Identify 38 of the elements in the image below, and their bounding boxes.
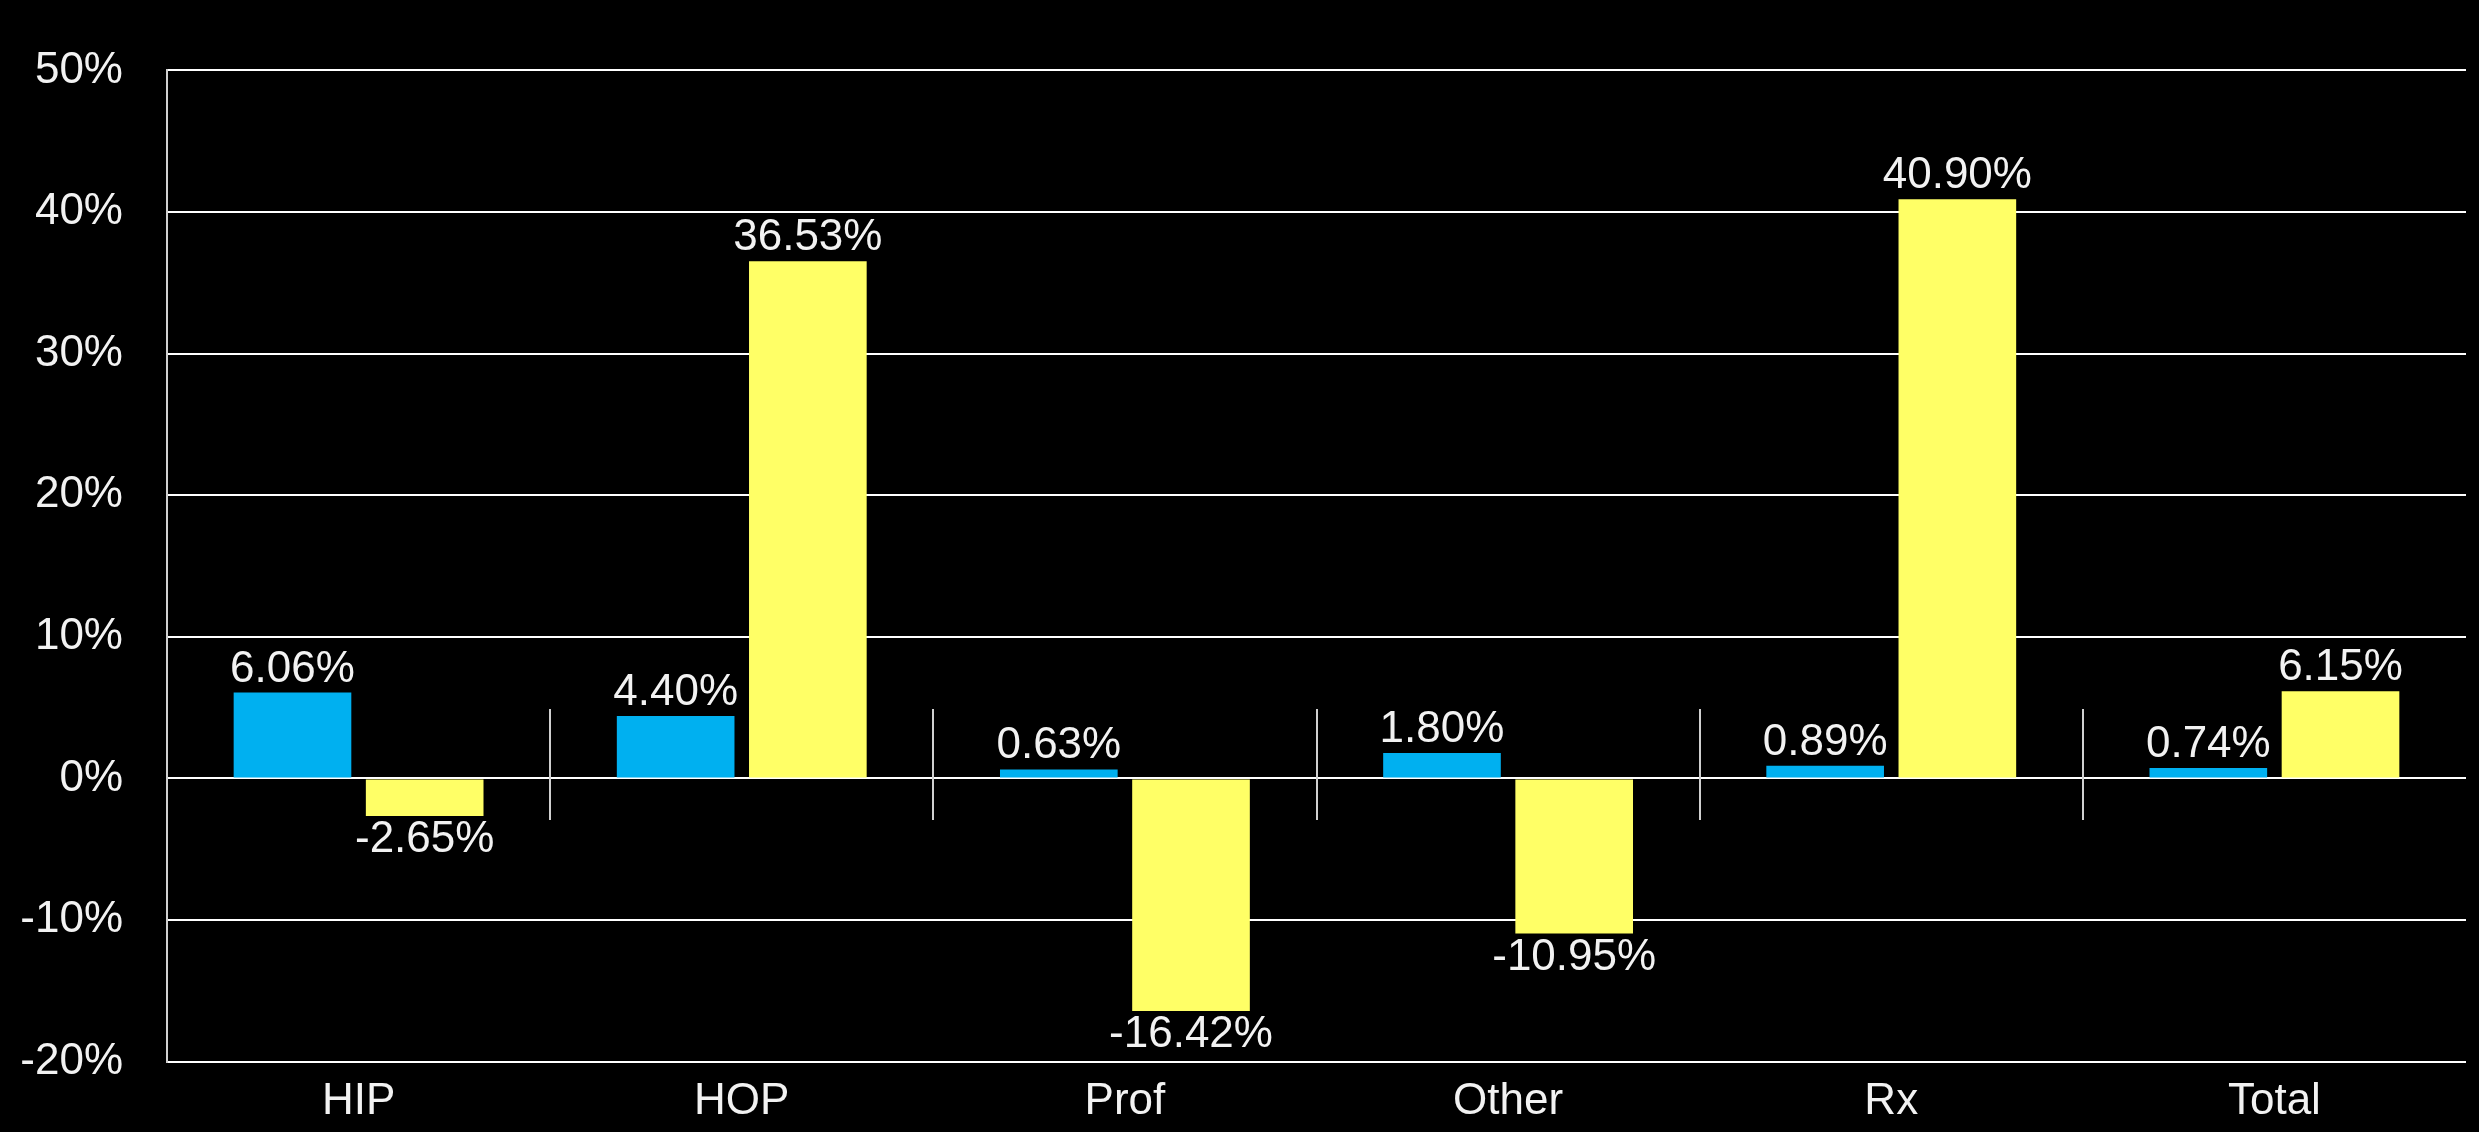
data-label: -2.65% (354, 812, 495, 862)
x-tick-label: HIP (321, 1074, 396, 1124)
y-tick-label: -10% (20, 892, 123, 942)
bar (1515, 779, 1634, 934)
y-tick-label: 50% (34, 42, 123, 92)
data-label: 0.74% (2145, 716, 2271, 766)
data-label: 0.89% (1762, 714, 1888, 764)
data-label: 36.53% (733, 210, 883, 260)
bar (616, 716, 735, 778)
bar (1000, 769, 1118, 778)
bar (1898, 199, 2017, 778)
y-tick-label: 40% (34, 184, 123, 234)
bar (2281, 691, 2400, 778)
y-tick-label: 0% (59, 750, 123, 800)
bar (749, 261, 867, 778)
x-tick-label: HOP (694, 1074, 790, 1124)
y-tick-label: 10% (34, 608, 123, 658)
bar (1383, 752, 1501, 778)
data-label: 40.90% (1882, 148, 2032, 198)
x-tick-label: Total (2227, 1074, 2321, 1124)
bar (365, 779, 484, 816)
data-label: -10.95% (1492, 929, 1657, 979)
bar (2149, 767, 2268, 778)
x-tick-label: Other (1453, 1074, 1564, 1124)
y-tick-label: 20% (34, 467, 123, 517)
data-label: -16.42% (1109, 1007, 1273, 1057)
bar (1132, 779, 1250, 1011)
x-tick-label: Rx (1864, 1074, 1919, 1124)
y-tick-label: 30% (34, 325, 123, 375)
data-label: 6.15% (2278, 640, 2403, 690)
y-tick-label: -20% (20, 1033, 123, 1083)
x-tick-label: Prof (1084, 1074, 1167, 1124)
data-label: 6.06% (230, 641, 355, 691)
data-label: 1.80% (1379, 701, 1505, 751)
bar (233, 692, 352, 778)
bar (1766, 765, 1884, 778)
data-label: 4.40% (613, 665, 739, 715)
data-label: 0.63% (996, 718, 1122, 768)
